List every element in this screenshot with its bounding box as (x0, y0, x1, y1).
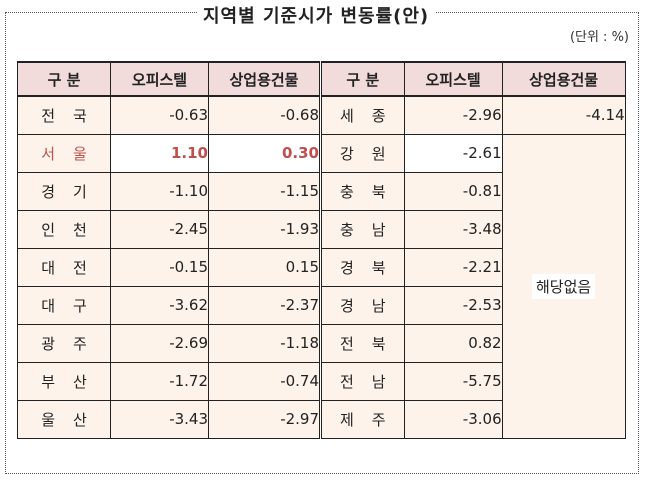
region-cell-seoul: 서울 (17, 133, 111, 173)
commercial-cell: -0.68 (208, 95, 322, 135)
officetel-cell: -3.62 (110, 285, 209, 325)
table-row: 서울 1.10 0.30 강원 -2.61 해당없음 (17, 133, 626, 439)
region-cell: 전남 (320, 361, 405, 401)
officetel-cell: -0.15 (110, 247, 209, 287)
region-cell: 광주 (17, 323, 111, 363)
region-cell: 전국 (17, 95, 111, 135)
commercial-cell: -1.93 (208, 209, 322, 249)
commercial-cell: -1.18 (208, 323, 322, 363)
table-row: 인천 -2.45 -1.93 충남 -3.48 (17, 209, 626, 249)
region-cell: 경남 (320, 285, 405, 325)
region-cell: 세종 (320, 95, 405, 135)
officetel-cell: -5.75 (403, 361, 503, 401)
region-cell: 대전 (17, 247, 111, 287)
officetel-cell: -2.45 (110, 209, 209, 249)
commercial-cell-seoul: 0.30 (208, 133, 322, 173)
officetel-cell: -0.81 (403, 171, 503, 211)
officetel-cell: -3.06 (403, 399, 503, 439)
region-cell: 경기 (17, 171, 111, 211)
region-cell: 충남 (320, 209, 405, 249)
header-officetel-left: 오피스텔 (110, 61, 209, 97)
officetel-cell: 0.82 (403, 323, 503, 363)
officetel-cell: -3.43 (110, 399, 209, 439)
header-row: 구 분 오피스텔 상업용건물 구 분 오피스텔 상업용건물 (17, 61, 626, 97)
header-region-left: 구 분 (17, 61, 111, 97)
region-cell: 제주 (320, 399, 405, 439)
unit-label: (단위 : %) (569, 30, 629, 45)
table-row: 광주 -2.69 -1.18 전북 0.82 (17, 323, 626, 363)
officetel-cell: -2.53 (403, 285, 503, 325)
page-title: 지역별 기준시가 변동률(안) (197, 2, 436, 28)
table-row: 울산 -3.43 -2.97 제주 -3.06 (17, 399, 626, 439)
header-commercial-right: 상업용건물 (501, 61, 626, 97)
officetel-cell: -1.10 (110, 171, 209, 211)
table-row: 대구 -3.62 -2.37 경남 -2.53 (17, 285, 626, 325)
commercial-cell: -2.97 (208, 399, 322, 439)
region-cell: 대구 (17, 285, 111, 325)
commercial-cell: -2.37 (208, 285, 322, 325)
region-cell: 전북 (320, 323, 405, 363)
table-row: 전국 -0.63 -0.68 세종 -2.96 -4.14 (17, 95, 626, 135)
officetel-cell: -1.72 (110, 361, 209, 401)
commercial-cell: -0.74 (208, 361, 322, 401)
officetel-cell: -2.69 (110, 323, 209, 363)
commercial-cell: -1.15 (208, 171, 322, 211)
region-cell: 울산 (17, 399, 111, 439)
region-cell: 강원 (320, 133, 405, 173)
no-data-cell: 해당없음 (501, 133, 626, 439)
officetel-cell: -2.61 (403, 133, 503, 173)
officetel-cell: -2.96 (403, 95, 503, 135)
rate-table: 구 분 오피스텔 상업용건물 구 분 오피스텔 상업용건물 전국 -0.63 -… (17, 61, 626, 439)
region-cell: 충북 (320, 171, 405, 211)
region-cell: 인천 (17, 209, 111, 249)
table-row: 부산 -1.72 -0.74 전남 -5.75 (17, 361, 626, 401)
commercial-cell: -4.14 (501, 95, 626, 135)
header-region-right: 구 분 (320, 61, 405, 97)
table-row: 대전 -0.15 0.15 경북 -2.21 (17, 247, 626, 287)
officetel-cell: -0.63 (110, 95, 209, 135)
officetel-cell: -2.21 (403, 247, 503, 287)
header-officetel-right: 오피스텔 (403, 61, 503, 97)
region-cell: 경북 (320, 247, 405, 287)
header-commercial-left: 상업용건물 (208, 61, 322, 97)
table-row: 경기 -1.10 -1.15 충북 -0.81 (17, 171, 626, 211)
commercial-cell: 0.15 (208, 247, 322, 287)
region-cell: 부산 (17, 361, 111, 401)
no-data-label: 해당없음 (532, 273, 596, 299)
officetel-cell-seoul: 1.10 (110, 133, 209, 173)
officetel-cell: -3.48 (403, 209, 503, 249)
